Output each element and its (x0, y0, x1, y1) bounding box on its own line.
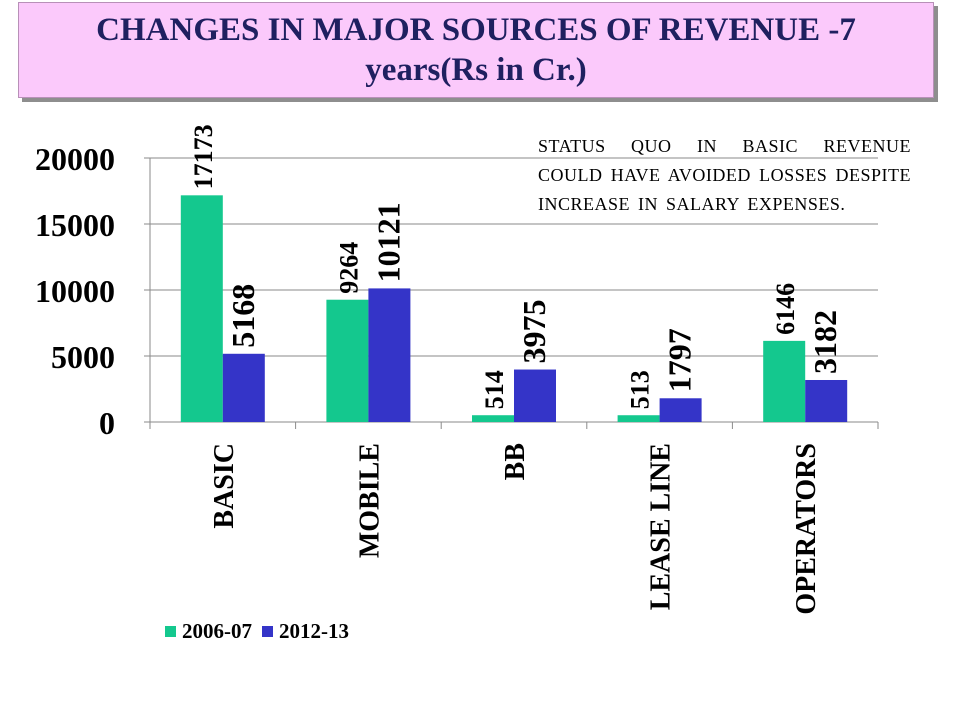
x-tick-label: MOBILE (354, 443, 385, 558)
bar-2012-13-operators (805, 379, 848, 422)
legend-item-2006-07: 2006-07 (165, 619, 252, 644)
bar-2006-07-lease-line (617, 415, 660, 422)
bar-2006-07-basic (180, 195, 223, 422)
data-label: 17173 (189, 124, 218, 189)
x-tick-label: OPERATORS (791, 443, 822, 615)
data-label: 3182 (807, 310, 843, 374)
data-label: 9264 (334, 242, 363, 294)
legend-swatch-2006-07 (165, 626, 176, 637)
data-label: 5168 (225, 284, 261, 348)
bar-2012-13-basic (222, 353, 265, 422)
bar-2012-13-lease-line (659, 398, 702, 422)
data-label: 513 (626, 370, 655, 409)
x-tick-label: BB (500, 443, 531, 480)
data-label: 1797 (662, 328, 698, 392)
title-line-1: CHANGES IN MAJOR SOURCES OF REVENUE -7 (96, 12, 856, 48)
bar-2006-07-bb (472, 415, 514, 422)
y-tick-label: 10000 (35, 273, 115, 309)
annotation-note: STATUS QUO IN BASIC REVENUE COULD HAVE A… (538, 136, 911, 214)
x-tick-label: BASIC (209, 443, 240, 529)
legend-swatch-2012-13 (262, 626, 273, 637)
y-tick-label: 20000 (35, 141, 115, 177)
data-label: 514 (480, 370, 509, 409)
legend-label-2006-07: 2006-07 (182, 619, 252, 643)
legend-label-2012-13: 2012-13 (279, 619, 349, 643)
x-tick-label: LEASE LINE (646, 443, 677, 610)
bar-2012-13-bb (514, 369, 556, 422)
legend-item-2012-13: 2012-13 (262, 619, 349, 644)
data-label: 6146 (771, 283, 800, 335)
bar-2012-13-mobile (368, 288, 411, 422)
y-tick-label: 15000 (35, 207, 115, 243)
data-label: 3975 (516, 300, 552, 364)
y-tick-label: 5000 (51, 339, 115, 375)
data-label: 10121 (370, 202, 406, 282)
slide-title: CHANGES IN MAJOR SOURCES OF REVENUE -7 y… (18, 2, 934, 98)
title-line-2: years(Rs in Cr.) (365, 52, 587, 88)
bar-2006-07-operators (763, 340, 806, 422)
bar-2006-07-mobile (326, 299, 369, 422)
chart-legend: 2006-07 2012-13 (165, 619, 349, 644)
y-tick-label: 0 (99, 405, 115, 441)
